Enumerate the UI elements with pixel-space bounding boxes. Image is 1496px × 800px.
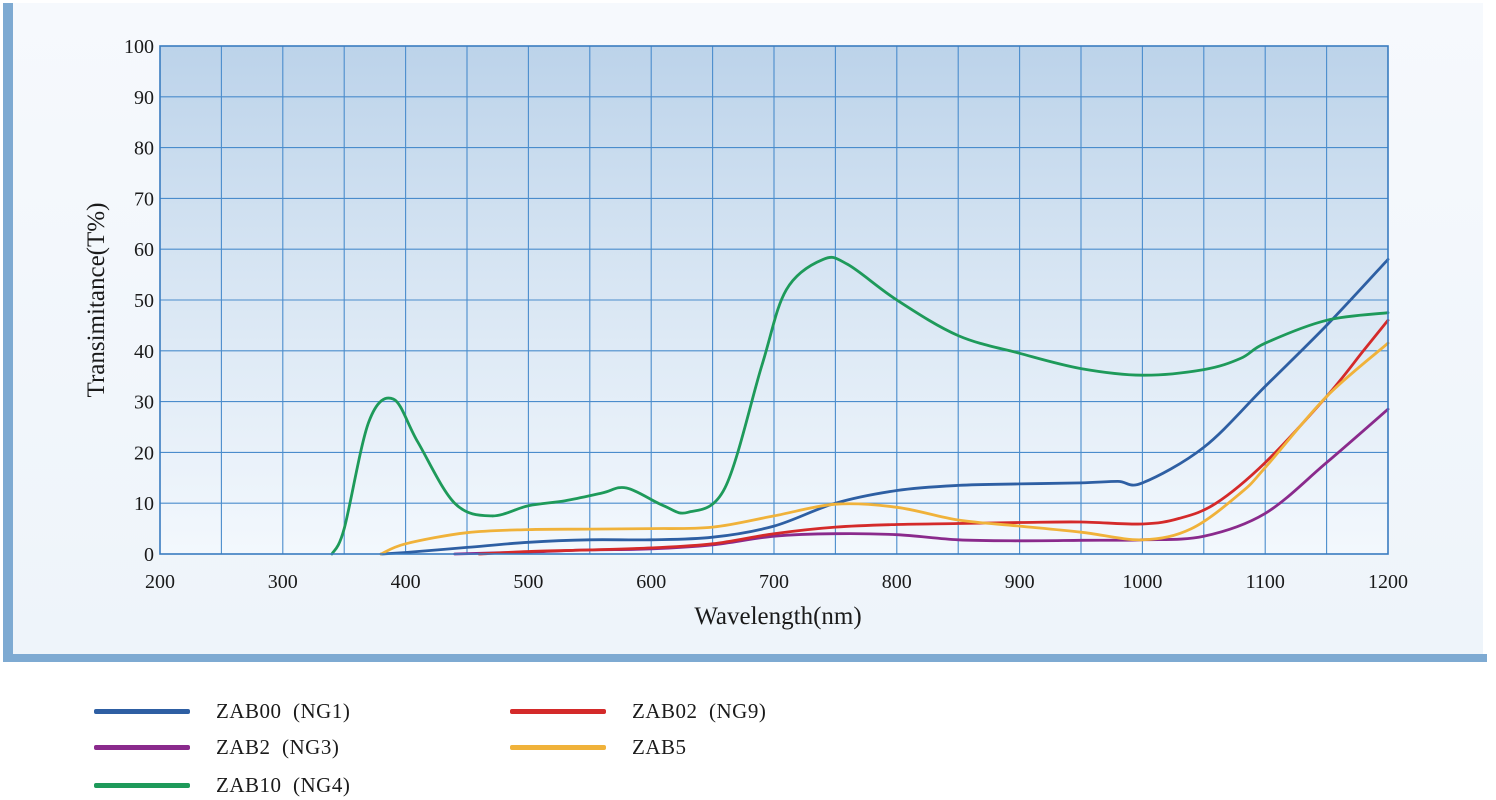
y-tick-label: 40 xyxy=(134,341,154,363)
panel-bottom-border xyxy=(3,654,1487,662)
legend-swatch xyxy=(94,708,190,714)
series-line-0 xyxy=(379,258,1390,556)
x-tick-label: 800 xyxy=(882,571,912,593)
y-tick-label: 100 xyxy=(124,36,154,58)
x-tick-labels: 200 300 400 500 600 700 800 900 1000 1100 1200 xyxy=(145,571,1408,593)
panel-left-border xyxy=(3,3,13,659)
y-tick-label: 20 xyxy=(134,442,154,464)
legend-item: ZAB02 (NG9) xyxy=(510,696,766,726)
transmittance-chart: 200 300 400 500 600 700 800 900 1000 1100 1200 0 10… xyxy=(3,3,1487,662)
x-tick-label: 1100 xyxy=(1246,571,1285,593)
legend-item: ZAB00 (NG1) xyxy=(94,696,350,726)
x-axis-label: Wavelength(nm) xyxy=(694,603,861,630)
y-axis-label: Transimitance(T%) xyxy=(83,203,110,398)
legend: ZAB00 (NG1) ZAB2 (NG3) ZAB10 (NG4) ZAB02 (N… xyxy=(0,690,1496,800)
legend-item: ZAB5 xyxy=(510,732,687,762)
legend-label: ZAB5 xyxy=(632,734,687,759)
legend-item: ZAB2 (NG3) xyxy=(94,732,339,762)
y-tick-label: 60 xyxy=(134,239,154,261)
legend-label: ZAB00 (NG1) xyxy=(216,698,351,723)
legend-swatch xyxy=(94,782,190,788)
x-tick-label: 600 xyxy=(636,571,666,593)
legend-label: ZAB2 (NG3) xyxy=(216,734,340,759)
legend-item: ZAB10 (NG4) xyxy=(94,770,350,800)
x-tick-label: 1200 xyxy=(1368,571,1408,593)
y-tick-label: 0 xyxy=(144,544,154,566)
legend-swatch xyxy=(510,708,606,714)
legend-swatch xyxy=(94,744,190,750)
y-tick-label: 10 xyxy=(134,493,154,515)
legend-swatch xyxy=(510,744,606,750)
y-tick-label: 30 xyxy=(134,392,154,414)
grid xyxy=(160,46,1388,554)
x-tick-label: 1000 xyxy=(1122,571,1162,593)
x-tick-label: 300 xyxy=(268,571,298,593)
plot-frame xyxy=(159,45,1389,555)
x-tick-label: 400 xyxy=(391,571,421,593)
y-tick-label: 50 xyxy=(134,290,154,312)
x-tick-label: 900 xyxy=(1005,571,1035,593)
y-tick-label: 90 xyxy=(134,87,154,109)
x-tick-label: 500 xyxy=(513,571,543,593)
y-tick-labels: 0 10 20 30 40 50 60 70 80 90 100 xyxy=(124,36,154,566)
series-line-4 xyxy=(379,341,1390,556)
chart-panel: 200 300 400 500 600 700 800 900 1000 1100 1200 0 10… xyxy=(3,3,1487,662)
legend-label: ZAB10 (NG4) xyxy=(216,772,351,797)
series-lines xyxy=(330,255,1390,556)
series-line-2 xyxy=(330,255,1390,556)
y-tick-label: 70 xyxy=(134,188,154,210)
x-tick-label: 200 xyxy=(145,571,175,593)
legend-label: ZAB02 (NG9) xyxy=(632,698,767,723)
x-tick-label: 700 xyxy=(759,571,789,593)
y-tick-label: 80 xyxy=(134,138,154,160)
